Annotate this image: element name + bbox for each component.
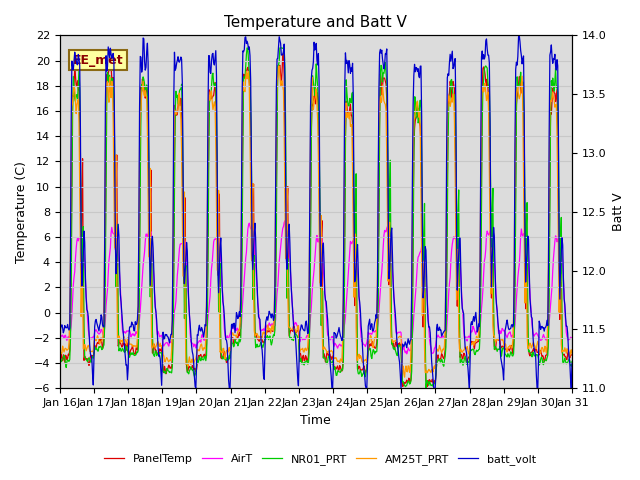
Line: PanelTemp: PanelTemp: [60, 53, 572, 386]
NR01_PRT: [118, 348, 125, 354]
AirT: [568, 335, 576, 341]
PanelTemp: [118, 344, 125, 350]
NR01_PRT: [422, 385, 430, 391]
AM25T_PRT: [379, 82, 387, 88]
Y-axis label: Temperature (C): Temperature (C): [15, 161, 28, 263]
AM25T_PRT: [65, 340, 73, 346]
PanelTemp: [65, 352, 73, 358]
PanelTemp: [424, 384, 431, 389]
Legend: PanelTemp, AirT, NR01_PRT, AM25T_PRT, batt_volt: PanelTemp, AirT, NR01_PRT, AM25T_PRT, ba…: [100, 450, 540, 469]
NR01_PRT: [65, 359, 73, 364]
batt_volt: [515, 33, 523, 38]
PanelTemp: [394, 342, 401, 348]
NR01_PRT: [568, 359, 576, 364]
NR01_PRT: [379, 79, 387, 85]
AM25T_PRT: [118, 337, 125, 343]
AirT: [56, 323, 63, 328]
AirT: [170, 318, 177, 324]
AM25T_PRT: [394, 336, 401, 341]
batt_volt: [568, 360, 576, 366]
Line: NR01_PRT: NR01_PRT: [60, 48, 572, 388]
NR01_PRT: [56, 334, 63, 340]
AM25T_PRT: [197, 342, 205, 348]
AM25T_PRT: [170, 153, 177, 158]
Text: EE_met: EE_met: [72, 54, 124, 67]
NR01_PRT: [197, 358, 205, 364]
AM25T_PRT: [275, 63, 283, 69]
batt_volt: [65, 327, 73, 333]
Line: AirT: AirT: [60, 221, 572, 354]
batt_volt: [170, 97, 177, 103]
NR01_PRT: [394, 353, 401, 359]
Line: batt_volt: batt_volt: [60, 36, 572, 388]
AirT: [379, 258, 387, 264]
PanelTemp: [170, 243, 177, 249]
batt_volt: [56, 385, 63, 391]
PanelTemp: [379, 84, 387, 90]
batt_volt: [393, 335, 401, 341]
AM25T_PRT: [56, 331, 63, 336]
batt_volt: [378, 47, 386, 53]
AirT: [403, 351, 410, 357]
NR01_PRT: [243, 45, 251, 51]
batt_volt: [197, 328, 205, 334]
AM25T_PRT: [401, 374, 408, 380]
batt_volt: [118, 310, 125, 315]
X-axis label: Time: Time: [301, 414, 332, 427]
PanelTemp: [568, 352, 576, 358]
PanelTemp: [56, 334, 63, 340]
AirT: [65, 336, 73, 342]
AirT: [394, 330, 401, 336]
PanelTemp: [197, 351, 205, 357]
AM25T_PRT: [568, 351, 576, 357]
NR01_PRT: [170, 281, 177, 287]
Y-axis label: Batt V: Batt V: [612, 192, 625, 231]
Title: Temperature and Batt V: Temperature and Batt V: [225, 15, 407, 30]
PanelTemp: [280, 50, 287, 56]
AirT: [118, 316, 125, 322]
AirT: [281, 218, 289, 224]
AirT: [197, 339, 205, 345]
Line: AM25T_PRT: AM25T_PRT: [60, 66, 572, 377]
